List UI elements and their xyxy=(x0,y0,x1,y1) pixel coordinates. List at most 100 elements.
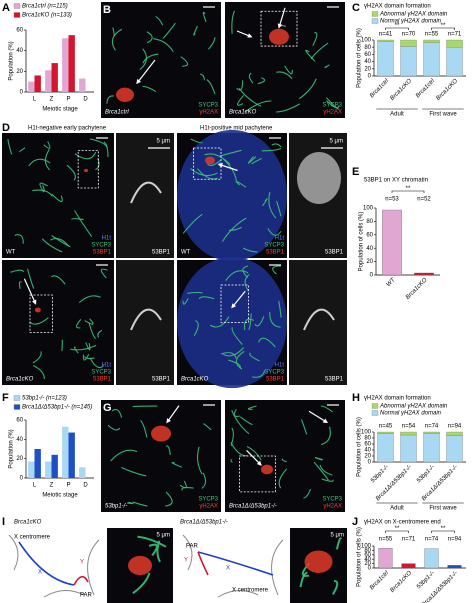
arrow xyxy=(236,30,253,38)
chromosome-axis xyxy=(162,22,176,39)
chromosome-axis xyxy=(248,313,252,331)
chromosome-axis xyxy=(303,488,312,499)
chromosome-axis xyxy=(43,141,51,149)
legend-swatch xyxy=(13,12,21,18)
y-tick-label: 80 xyxy=(364,548,371,554)
chromosome-axis xyxy=(84,318,94,325)
chromosome-axis xyxy=(225,270,249,281)
nucleus xyxy=(177,129,287,262)
chromosome-axis xyxy=(305,49,316,62)
chromosome-axis xyxy=(61,339,63,351)
bar xyxy=(62,426,69,478)
arrow xyxy=(217,163,238,172)
chromosome-axis xyxy=(332,579,339,595)
chromosome-axis xyxy=(204,153,231,166)
y-tick-label: 0 xyxy=(370,273,374,279)
stain-label: 53BP1 xyxy=(152,250,171,256)
sig-label: ** xyxy=(441,23,446,29)
y-tick-label: 100 xyxy=(361,430,372,436)
schematic-label: Y xyxy=(80,560,84,566)
stain-label: γH2AX xyxy=(323,504,342,510)
signal xyxy=(34,307,41,313)
bar xyxy=(378,548,393,569)
bar-segment xyxy=(423,431,440,434)
stain-label: γH2AX xyxy=(323,110,342,116)
chromosome-axis xyxy=(321,478,334,482)
legend-label: Brca1Δ/Δ53bp1-/- (n=145) xyxy=(22,405,92,411)
y-tick-label: 80 xyxy=(364,45,371,51)
bar-segment xyxy=(423,39,440,43)
chromosome-axis xyxy=(182,298,189,305)
chromosome-axis xyxy=(187,291,203,294)
inset-box xyxy=(77,150,99,189)
schematic-line xyxy=(271,539,284,596)
bar xyxy=(28,461,35,478)
y-tick-label: 20 xyxy=(366,259,373,265)
arrow xyxy=(277,7,286,29)
stain-label: 53BP1 xyxy=(93,250,112,256)
group-label: First wave xyxy=(429,506,457,512)
bar-segment xyxy=(377,431,394,434)
chromosome-axis xyxy=(254,316,265,327)
x-tick-label: P xyxy=(66,483,70,489)
scale-label: 5 μm xyxy=(330,139,343,145)
chromosome-axis xyxy=(313,461,329,481)
signal xyxy=(116,87,134,103)
panel-label: H xyxy=(352,392,360,404)
bar xyxy=(414,272,434,276)
bar-segment xyxy=(400,434,417,463)
y-tick-label: 60 xyxy=(16,418,23,424)
chromosome-axis xyxy=(146,31,153,44)
chromosome-axis xyxy=(51,193,63,203)
stain-label: 53BP1 xyxy=(266,250,285,256)
chromosome-axis xyxy=(190,138,203,144)
chromosome-axis xyxy=(73,346,79,354)
bar-segment xyxy=(423,42,440,77)
chromosome-axis xyxy=(193,319,199,336)
n-label: n=53 xyxy=(385,197,399,203)
x-tick-label: Z xyxy=(50,97,54,103)
bar-segment xyxy=(423,433,440,463)
group-label: First wave xyxy=(429,112,457,118)
y-tick-label: 20 xyxy=(16,69,23,75)
chromosome-axis xyxy=(28,158,51,167)
bar-segment xyxy=(446,435,463,463)
sig-label: ** xyxy=(406,186,411,192)
y-tick-label: 100 xyxy=(363,206,374,212)
y-axis-label: Population of cells (%) xyxy=(359,212,365,272)
schematic-line xyxy=(43,590,85,598)
legend-label: 53bp1-/- (n=123) xyxy=(22,396,67,402)
inset-signal xyxy=(303,308,335,331)
chromosome-axis xyxy=(325,97,340,110)
n-label: n=54 xyxy=(402,424,416,430)
stain-label: γH2AX xyxy=(199,504,218,510)
chromosome-axis xyxy=(97,329,103,338)
scale-label: 5 μm xyxy=(331,533,344,539)
chromosome-axis xyxy=(18,281,22,290)
chromosome-axis xyxy=(126,501,134,505)
chromosome-axis xyxy=(66,164,76,181)
n-label: n=94 xyxy=(448,537,462,543)
chromosome-axis xyxy=(228,226,242,231)
x-tick-label: L xyxy=(33,97,37,103)
chromosome-axis xyxy=(320,426,331,446)
legend-swatch xyxy=(371,11,379,17)
chromosome-axis xyxy=(89,138,108,148)
chromosome-axis xyxy=(262,198,268,207)
chromosome-axis xyxy=(314,456,324,461)
bar xyxy=(45,70,52,92)
arrow xyxy=(136,59,156,85)
chromosome-axis xyxy=(148,543,158,557)
bar xyxy=(51,454,58,478)
arrow xyxy=(23,278,37,305)
chromosome-axis xyxy=(230,459,233,463)
x-tick-label: 53bp1-/- xyxy=(416,464,436,484)
chromosome-axis xyxy=(269,311,281,328)
y-tick-label: 100 xyxy=(361,544,372,550)
chromosome-axis xyxy=(237,94,245,106)
bar-segment xyxy=(377,39,394,42)
x-tick-label: Brca1cKO xyxy=(435,78,459,102)
arrow xyxy=(246,449,262,466)
y-tick-label: 0 xyxy=(368,74,372,80)
bar-segment xyxy=(446,431,463,436)
